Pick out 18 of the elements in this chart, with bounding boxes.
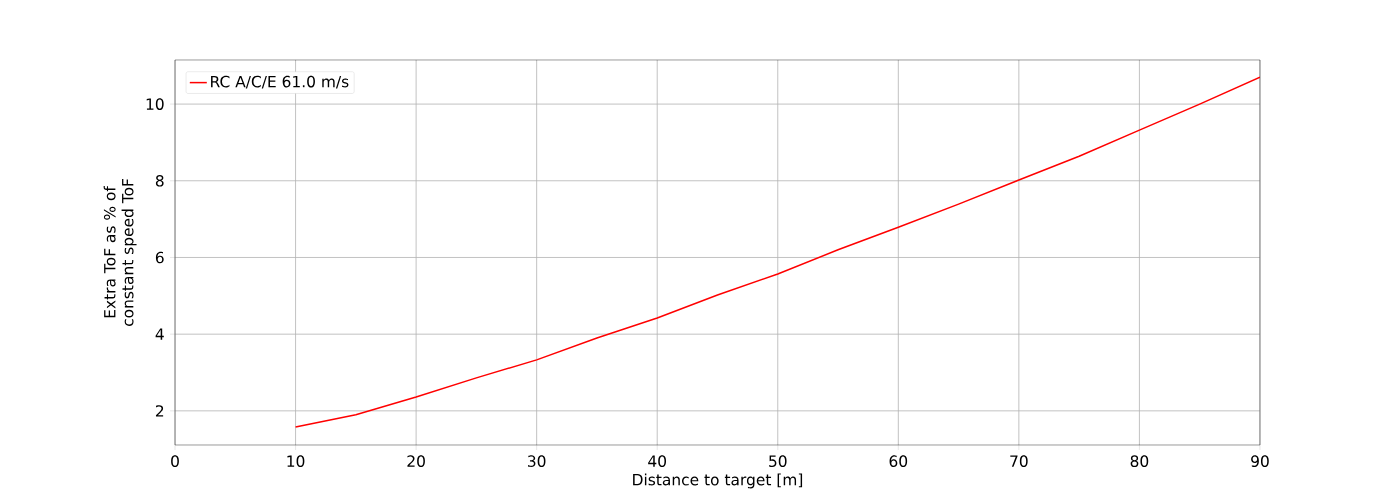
x-tick-label: 10 bbox=[287, 455, 305, 468]
x-tick-label: 70 bbox=[1010, 455, 1028, 468]
x-tick-label: 20 bbox=[407, 455, 425, 468]
x-tick-label: 40 bbox=[648, 455, 667, 468]
y-tick-label: 8 bbox=[155, 174, 164, 187]
x-tick-label: 80 bbox=[1130, 455, 1149, 468]
y-tick-label: 4 bbox=[155, 328, 164, 340]
y-tick-label: 6 bbox=[155, 251, 164, 264]
y-tick-label: 10 bbox=[146, 98, 164, 110]
x-tick-label: 50 bbox=[769, 455, 787, 468]
x-tick-label: 0 bbox=[171, 455, 179, 468]
x-tick-label: 60 bbox=[889, 455, 908, 468]
x-tick-label: 30 bbox=[528, 455, 546, 468]
y-tick-label: 2 bbox=[155, 405, 164, 417]
x-tick-label: 90 bbox=[1251, 455, 1269, 468]
x-axis-title: Distance to target [m] bbox=[633, 473, 803, 489]
y-axis-title: Extra ToF as % of constant speed ToF bbox=[103, 179, 137, 326]
legend-label: RC A/C/E 61.0 m/s bbox=[211, 75, 349, 89]
